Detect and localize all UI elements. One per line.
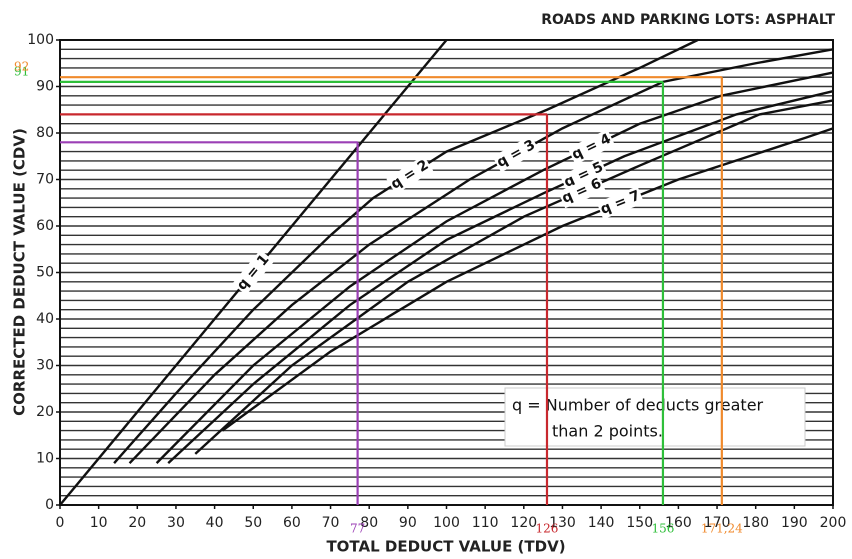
x-tick-label: 60 <box>283 515 301 531</box>
x-axis-label: TOTAL DEDUCT VALUE (TDV) <box>326 538 565 556</box>
x-tick-label: 150 <box>626 515 653 531</box>
reference-y-label: 91 <box>14 64 29 78</box>
curve <box>194 99 834 455</box>
curve-label-bg <box>596 186 645 220</box>
reference-x-label: 77 <box>350 522 365 536</box>
x-tick-label: 130 <box>549 515 576 531</box>
curve-label-bg <box>232 249 275 296</box>
reference-x-label: 156 <box>651 522 674 536</box>
y-tick-label: 20 <box>36 404 54 420</box>
x-tick-label: 0 <box>56 515 65 531</box>
y-tick-label: 10 <box>36 451 54 467</box>
reference-x-label: 171,24 <box>701 522 743 536</box>
y-tick-label: 60 <box>36 218 54 234</box>
curve-label-bg <box>559 157 608 193</box>
x-tick-label: 30 <box>167 515 185 531</box>
y-tick-label: 30 <box>36 358 54 374</box>
x-tick-label: 160 <box>665 515 692 531</box>
x-tick-label: 140 <box>588 515 615 531</box>
curve-label-bg <box>567 129 616 165</box>
reference-x-label: 126 <box>536 522 559 536</box>
curve <box>221 127 834 432</box>
y-tick-label: 80 <box>36 125 54 141</box>
curve <box>155 71 834 464</box>
y-tick-label: 50 <box>36 265 54 281</box>
x-tick-label: 70 <box>322 515 340 531</box>
x-tick-label: 180 <box>742 515 769 531</box>
curve-label-bg <box>558 174 606 209</box>
note-text: q = Number of deducts greater <box>512 396 764 415</box>
curve <box>128 48 834 464</box>
chart-title: ROADS AND PARKING LOTS: ASPHALT <box>541 12 835 28</box>
reference-y-label: 92 <box>14 60 29 74</box>
y-tick-label: 40 <box>36 311 54 327</box>
x-tick-label: 200 <box>820 515 847 531</box>
x-tick-label: 80 <box>360 515 378 531</box>
curve-label-bg <box>386 155 434 195</box>
note-text: than 2 points. <box>552 422 663 441</box>
x-tick-label: 20 <box>128 515 146 531</box>
y-axis-label: CORRECTED DEDUCT VALUE (CDV) <box>11 128 29 416</box>
x-tick-label: 110 <box>472 515 499 531</box>
y-tick-label: 90 <box>36 79 54 95</box>
x-tick-label: 10 <box>90 515 108 531</box>
y-tick-label: 0 <box>45 497 54 513</box>
y-tick-label: 70 <box>36 172 54 188</box>
x-tick-label: 50 <box>244 515 262 531</box>
x-tick-label: 170 <box>704 515 731 531</box>
x-tick-label: 100 <box>433 515 460 531</box>
curve <box>167 89 834 465</box>
x-tick-label: 40 <box>206 515 224 531</box>
curve-label-bg <box>492 135 540 173</box>
x-tick-label: 120 <box>510 515 537 531</box>
note-box <box>504 387 806 447</box>
x-tick-label: 90 <box>399 515 417 531</box>
x-tick-label: 190 <box>781 515 808 531</box>
y-tick-label: 100 <box>27 32 54 48</box>
